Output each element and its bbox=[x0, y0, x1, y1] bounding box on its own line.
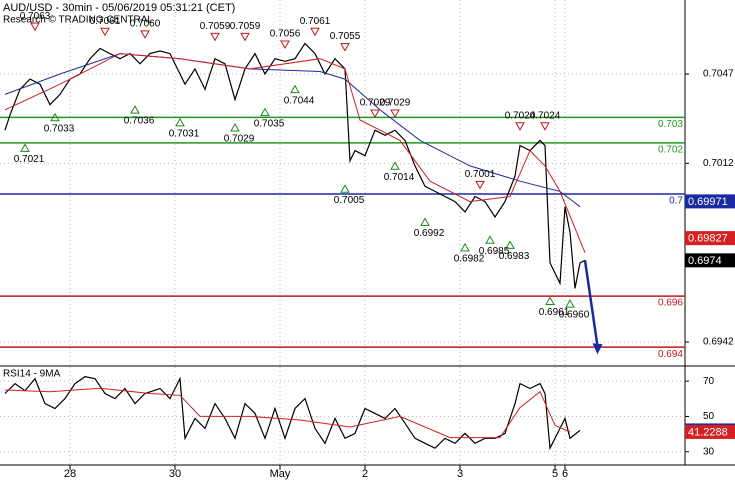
y-tick-label: 0.7047 bbox=[703, 69, 734, 80]
x-tick-label: 3 bbox=[457, 468, 463, 480]
low-marker bbox=[340, 184, 350, 193]
series-line bbox=[4, 53, 586, 253]
series-line bbox=[4, 42, 586, 289]
high-marker bbox=[540, 122, 550, 131]
y-tick-label: 0.6942 bbox=[703, 337, 734, 348]
low-marker bbox=[130, 105, 140, 114]
price-tag bbox=[685, 253, 735, 268]
annotation-label: 0.7059 bbox=[200, 21, 231, 32]
high-marker bbox=[310, 27, 320, 37]
low-marker bbox=[420, 217, 430, 226]
low-marker bbox=[20, 143, 30, 152]
low-marker bbox=[175, 117, 185, 127]
forecast-arrow bbox=[583, 260, 599, 347]
level-label: 0.7 bbox=[669, 196, 683, 207]
level-label: 0.696 bbox=[658, 298, 683, 309]
annotation-label: 0.7014 bbox=[384, 172, 415, 183]
low-marker bbox=[545, 296, 555, 306]
high-marker bbox=[340, 43, 350, 52]
panel bbox=[0, 367, 685, 465]
annotation-label: 0.7056 bbox=[270, 29, 301, 40]
high-marker bbox=[475, 180, 485, 190]
series-line bbox=[4, 376, 581, 451]
annotation-label: 0.6983 bbox=[499, 251, 530, 262]
y-tick-label: 0.7012 bbox=[703, 158, 734, 169]
high-marker bbox=[30, 22, 40, 32]
low-marker bbox=[230, 122, 240, 132]
annotation-label: 0.7024 bbox=[505, 110, 536, 121]
high-marker bbox=[210, 32, 220, 42]
annotation-label: 0.7029 bbox=[224, 134, 255, 145]
x-tick-label: 6 bbox=[562, 468, 568, 480]
level-label: 0.703 bbox=[658, 119, 683, 130]
annotation-label: 0.7061 bbox=[300, 16, 331, 27]
annotation-label: 0.7061 bbox=[90, 16, 121, 27]
low-marker bbox=[260, 107, 270, 117]
high-marker bbox=[240, 32, 250, 42]
low-marker bbox=[390, 161, 400, 170]
annotation-label: 0.7059 bbox=[230, 21, 261, 32]
annotation-label: 0.7029 bbox=[360, 98, 391, 109]
annotation-label: 0.7033 bbox=[44, 123, 75, 134]
annotation-label: 0.7044 bbox=[284, 95, 315, 106]
annotation-label: 0.7035 bbox=[254, 118, 285, 129]
high-marker bbox=[390, 109, 400, 118]
panel-title: RSI14 - 9MA bbox=[3, 369, 61, 380]
annotation-label: 0.7024 bbox=[530, 110, 561, 121]
annotation-label: 0.7055 bbox=[330, 31, 361, 42]
price-tag-label: 0.69827 bbox=[688, 233, 728, 245]
annotation-label: 0.7001 bbox=[465, 169, 496, 180]
x-tick-label: 28 bbox=[64, 468, 76, 480]
high-marker bbox=[100, 27, 110, 37]
arrow-head bbox=[592, 343, 603, 355]
annotation-label: 0.7005 bbox=[334, 195, 365, 206]
chart-title: AUD/USD - 30min - 05/06/2019 05:31:21 (C… bbox=[3, 2, 235, 14]
x-tick-label: 2 bbox=[362, 468, 368, 480]
panel bbox=[0, 0, 685, 365]
price-tag-label: 0.6974 bbox=[688, 255, 722, 267]
series-line bbox=[4, 387, 571, 439]
x-tick-label: 30 bbox=[169, 468, 181, 480]
high-marker bbox=[140, 30, 150, 39]
price-tag bbox=[685, 194, 735, 209]
level-label: 0.694 bbox=[658, 349, 683, 360]
price-tag-label: 41.2288 bbox=[688, 426, 728, 438]
annotation-label: 0.6982 bbox=[454, 254, 485, 265]
annotation-label: 0.6985 bbox=[479, 246, 510, 257]
low-marker bbox=[565, 299, 575, 308]
high-marker bbox=[370, 109, 380, 118]
annotation-label: 0.7060 bbox=[130, 18, 161, 29]
annotation-label: 0.7029 bbox=[380, 98, 411, 109]
annotation-label: 0.7063 bbox=[20, 11, 51, 22]
low-marker bbox=[460, 242, 470, 252]
price-tag bbox=[685, 424, 735, 439]
annotation-label: 0.7021 bbox=[14, 154, 45, 165]
x-tick-label: May bbox=[270, 468, 291, 480]
low-marker bbox=[505, 240, 515, 249]
high-marker bbox=[280, 40, 290, 50]
y-tick-label: 50 bbox=[703, 411, 715, 422]
y-tick-label: 70 bbox=[703, 376, 715, 387]
low-marker bbox=[50, 112, 60, 122]
annotation-label: 0.7031 bbox=[169, 129, 200, 140]
annotation-label: 0.6961 bbox=[539, 307, 570, 318]
high-marker bbox=[515, 122, 525, 131]
annotation-label: 0.6992 bbox=[414, 228, 445, 239]
price-tag bbox=[685, 231, 735, 246]
annotation-label: 0.6960 bbox=[559, 310, 590, 321]
x-tick-label: 5 bbox=[552, 468, 558, 480]
source-note: Research © TRADING CENTRAL bbox=[3, 15, 153, 26]
low-marker bbox=[485, 235, 495, 244]
price-tag-label: 0.69971 bbox=[688, 196, 728, 208]
low-marker bbox=[290, 84, 300, 94]
y-tick-label: 30 bbox=[703, 446, 715, 457]
level-label: 0.702 bbox=[658, 145, 683, 156]
annotation-label: 0.7036 bbox=[124, 116, 155, 127]
